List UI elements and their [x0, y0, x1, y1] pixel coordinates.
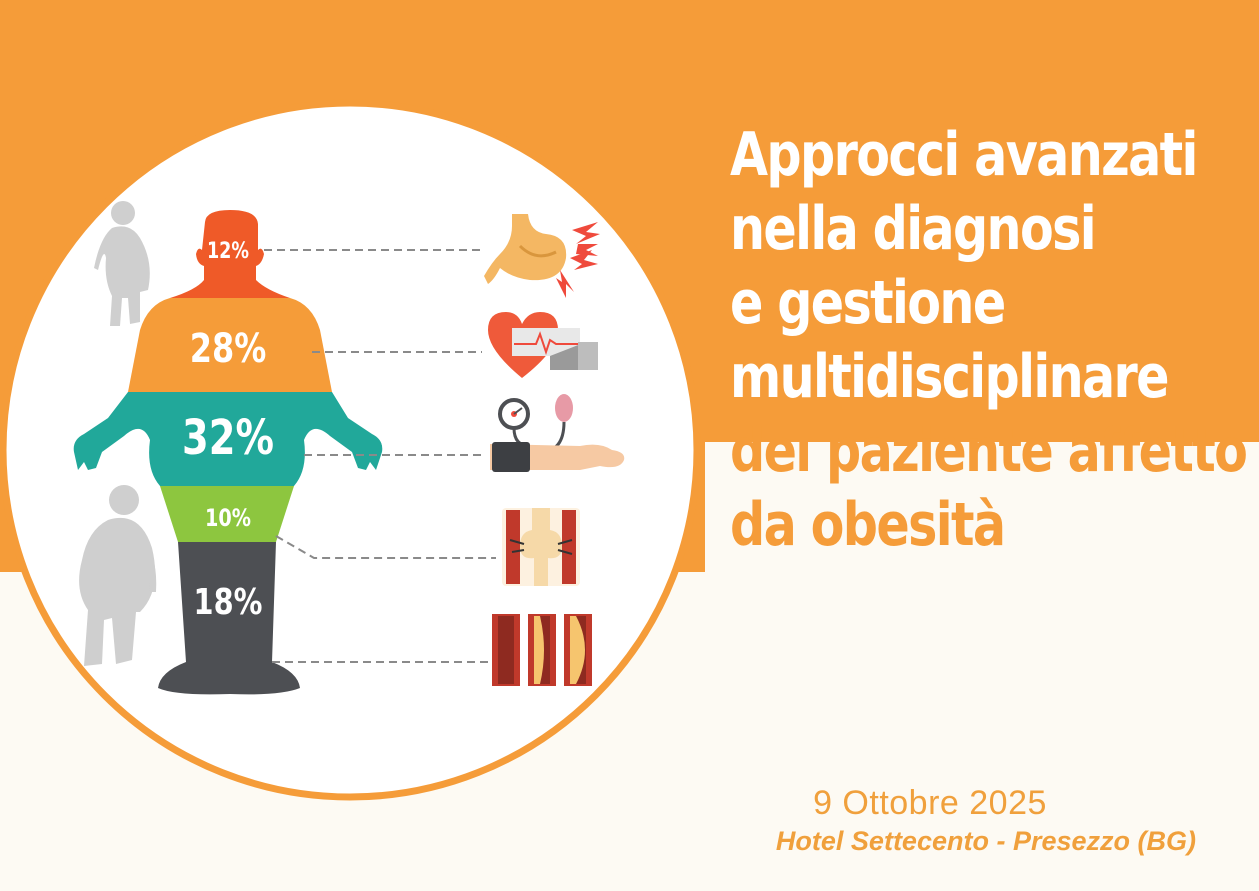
title-line-1: Approcci avanzati [730, 120, 1198, 190]
blood-pressure-icon [490, 394, 625, 472]
artery-plaque-icon [492, 614, 592, 686]
title-line-3: e gestione [730, 268, 1006, 338]
event-venue: Hotel Settecento - Presezzo (BG) [775, 826, 1196, 856]
knee-joint-icon [502, 508, 580, 586]
segment-12-head [170, 210, 290, 298]
segment-18-legs [158, 542, 300, 695]
segment-label-28: 28% [190, 324, 267, 371]
event-date: 9 Ottobre 2025 [813, 784, 1047, 822]
segment-32-belly [73, 392, 383, 486]
body-figure: 12% 28% 32% 10% 18% [73, 210, 383, 695]
person-silhouette-small-icon [94, 201, 150, 326]
connector-lines [264, 249, 496, 663]
segment-label-32: 32% [182, 411, 274, 466]
event-date-block: 9 Ottobre 2025 [0, 784, 1259, 823]
title-line-5: del paziente affetto [730, 416, 1248, 486]
title-line-6: da obesità [730, 490, 1006, 560]
segment-label-18: 18% [194, 581, 263, 623]
event-title: Approcci avanzati nella diagnosi e gesti… [730, 118, 1248, 562]
segment-label-12: 12% [207, 238, 249, 263]
stomach-icon [484, 214, 600, 298]
heart-ecg-icon [488, 312, 598, 378]
title-line-4: multidisciplinare [730, 342, 1170, 412]
segment-28-chest [128, 298, 332, 392]
segment-label-10: 10% [205, 505, 251, 533]
person-silhouette-large-icon [79, 485, 157, 666]
segment-10-hips [160, 486, 294, 542]
title-line-2: nella diagnosi [730, 194, 1097, 264]
connector-line-10 [275, 535, 496, 559]
